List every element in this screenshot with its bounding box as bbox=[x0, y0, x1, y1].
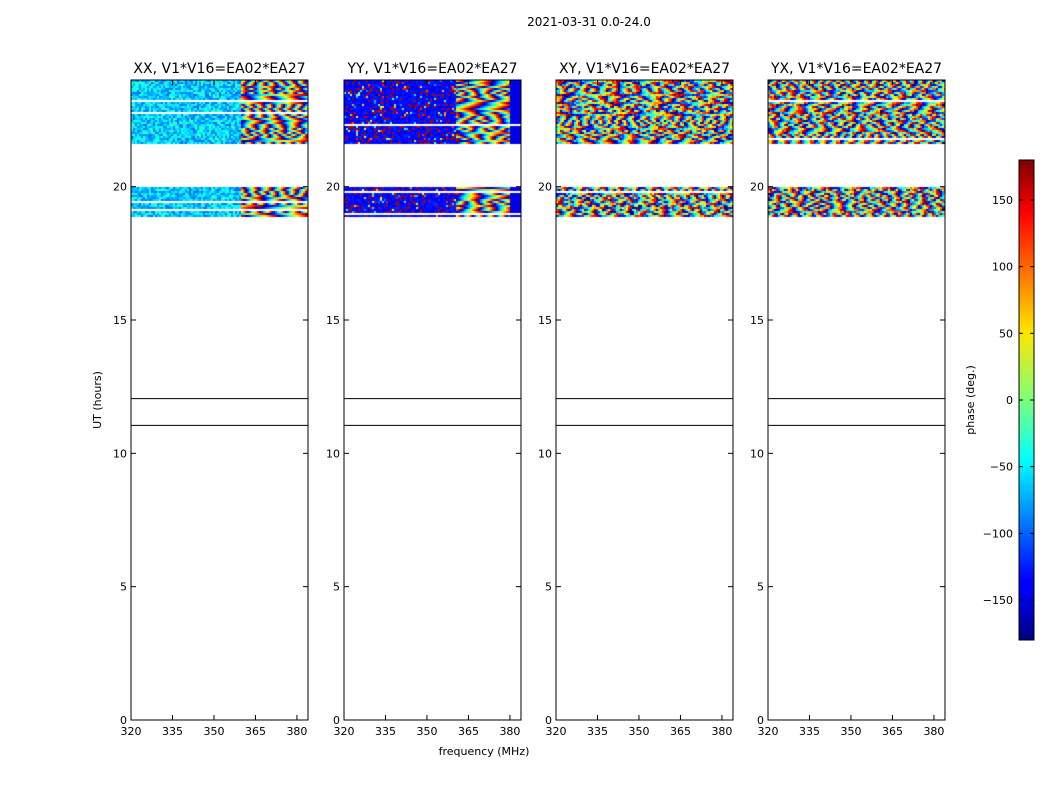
x-tick-label: 320 bbox=[121, 725, 142, 738]
x-tick-label: 320 bbox=[334, 725, 355, 738]
y-tick-label: 15 bbox=[113, 314, 127, 327]
colorbar-tick-label: 100 bbox=[992, 261, 1013, 274]
y-tick-label: 5 bbox=[333, 581, 340, 594]
x-tick-label: 365 bbox=[458, 725, 479, 738]
heatmap-xy bbox=[556, 80, 733, 720]
x-tick-label: 350 bbox=[416, 725, 437, 738]
colorbar-tick-label: −50 bbox=[990, 461, 1013, 474]
y-tick-label: 10 bbox=[326, 447, 340, 460]
x-tick-label: 350 bbox=[628, 725, 649, 738]
plot-frame bbox=[343, 79, 522, 721]
x-axis-label: frequency (MHz) bbox=[439, 745, 530, 758]
y-tick-label: 5 bbox=[120, 581, 127, 594]
x-tick-label: 380 bbox=[923, 725, 944, 738]
x-tick-label: 380 bbox=[499, 725, 520, 738]
y-tick-label: 10 bbox=[113, 447, 127, 460]
heatmap-xx bbox=[131, 80, 308, 720]
y-tick-label: 10 bbox=[538, 447, 552, 460]
figure-suptitle: 2021-03-31 0.0-24.0 bbox=[527, 15, 651, 29]
plot-frame bbox=[555, 79, 734, 721]
x-tick-label: 350 bbox=[840, 725, 861, 738]
y-axis-label: UT (hours) bbox=[91, 371, 104, 429]
y-tick-label: 20 bbox=[538, 181, 552, 194]
x-tick-label: 335 bbox=[587, 725, 608, 738]
colorbar-tick-label: −100 bbox=[983, 527, 1013, 540]
panel-yx: YX, V1*V16=EA02*EA27 320 335 350 365 380 0 5 10 1… bbox=[750, 61, 946, 738]
colorbar-tick-label: 50 bbox=[999, 327, 1013, 340]
y-tick-label: 0 bbox=[545, 714, 552, 727]
x-tick-label: 365 bbox=[670, 725, 691, 738]
heatmap-yy bbox=[344, 80, 521, 720]
panel-xx: XX, V1*V16=EA02*EA27 320 335 350 365 380 0 5 10 1… bbox=[113, 61, 309, 738]
x-tick-label: 335 bbox=[375, 725, 396, 738]
panel-title-xx: XX, V1*V16=EA02*EA27 bbox=[133, 61, 305, 77]
panel-title-yy: YY, V1*V16=EA02*EA27 bbox=[346, 61, 517, 77]
x-tick-label: 380 bbox=[286, 725, 307, 738]
y-tick-label: 15 bbox=[326, 314, 340, 327]
y-tick-label: 15 bbox=[538, 314, 552, 327]
panel-title-xy: XY, V1*V16=EA02*EA27 bbox=[559, 61, 730, 77]
x-tick-label: 320 bbox=[758, 725, 779, 738]
heatmap-yx bbox=[768, 80, 945, 720]
y-tick-label: 0 bbox=[120, 714, 127, 727]
colorbar-tick-label: −150 bbox=[983, 594, 1013, 607]
y-tick-label: 20 bbox=[326, 181, 340, 194]
panel-title-yx: YX, V1*V16=EA02*EA27 bbox=[770, 61, 942, 77]
y-tick-label: 20 bbox=[113, 181, 127, 194]
colorbar-tick-label: 150 bbox=[992, 194, 1013, 207]
panels: XX, V1*V16=EA02*EA27 320 335 350 365 380 0 5 10 1… bbox=[113, 61, 946, 738]
y-tick-label: 0 bbox=[333, 714, 340, 727]
y-tick-label: 5 bbox=[757, 581, 764, 594]
x-tick-label: 335 bbox=[799, 725, 820, 738]
colorbar: −150 −100 −50 0 50 100 150 phase (deg.) bbox=[964, 159, 1035, 641]
x-tick-label: 350 bbox=[203, 725, 224, 738]
plot-frame bbox=[767, 79, 946, 721]
colorbar-label: phase (deg.) bbox=[964, 365, 977, 435]
panel-yy: YY, V1*V16=EA02*EA27 320 335 350 365 380 0 5 10 1… bbox=[326, 61, 522, 738]
y-tick-label: 15 bbox=[750, 314, 764, 327]
y-tick-label: 10 bbox=[750, 447, 764, 460]
y-tick-label: 5 bbox=[545, 581, 552, 594]
y-tick-label: 20 bbox=[750, 181, 764, 194]
y-tick-label: 0 bbox=[757, 714, 764, 727]
panel-xy: XY, V1*V16=EA02*EA27 320 335 350 365 380 0 5 10 1… bbox=[538, 61, 734, 738]
x-tick-label: 335 bbox=[162, 725, 183, 738]
x-tick-label: 320 bbox=[546, 725, 567, 738]
colorbar-tick-label: 0 bbox=[1006, 394, 1013, 407]
x-tick-label: 365 bbox=[245, 725, 266, 738]
x-tick-label: 365 bbox=[882, 725, 903, 738]
plot-frame bbox=[130, 79, 309, 721]
x-tick-label: 380 bbox=[711, 725, 732, 738]
